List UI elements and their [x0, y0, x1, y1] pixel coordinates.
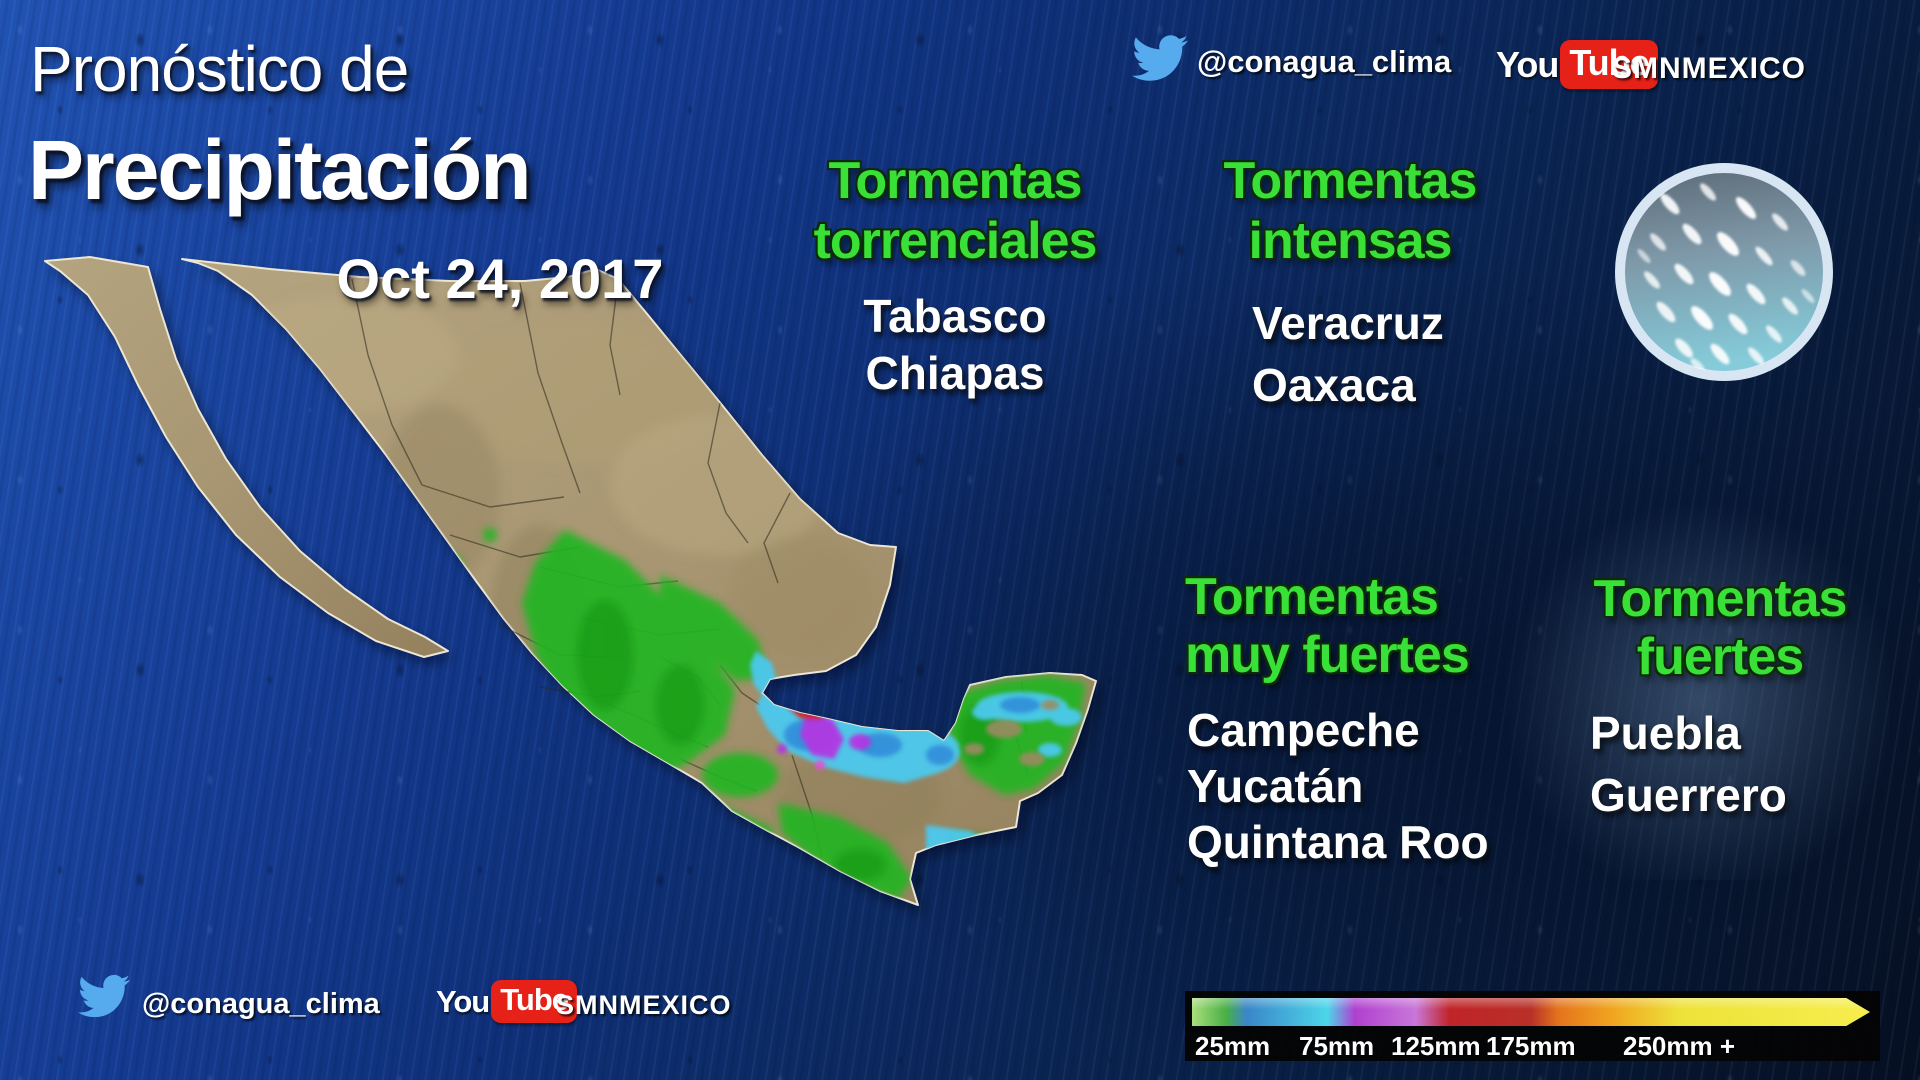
legend-color-bar: [1192, 998, 1870, 1026]
state-name: Puebla: [1590, 707, 1741, 759]
section-intensas-heading: Tormentas intensas: [1195, 151, 1505, 271]
twitter-handle-bottom: @conagua_clima: [142, 988, 380, 1020]
baja-california-landmass: [44, 256, 449, 658]
title-line1: Pronóstico de: [30, 33, 409, 105]
youtube-you-label: You: [1496, 43, 1559, 85]
heading-line: fuertes: [1636, 628, 1804, 686]
youtube-channel-bottom: SMNMEXICO: [556, 990, 732, 1020]
section-fuertes-heading: Tormentas fuertes: [1580, 570, 1860, 686]
youtube-tube-label: Tube: [491, 980, 577, 1023]
state-name: Quintana Roo: [1187, 816, 1489, 868]
twitter-bird-icon: [1132, 35, 1188, 81]
mexico-map: [44, 256, 1101, 912]
raindrops: [1637, 183, 1815, 372]
state-name: Campeche: [1187, 704, 1420, 756]
title-line2: Precipitación: [28, 123, 532, 217]
heading-line: Tormentas: [1593, 570, 1848, 628]
section-torrenciales-states: Tabasco Chiapas: [805, 288, 1105, 402]
youtube-channel-top: SMNMEXICO: [1612, 52, 1807, 85]
twitter-bird-icon: [78, 974, 130, 1018]
section-muy-fuertes-states: Campeche Yucatán Quintana Roo: [1187, 702, 1489, 870]
state-name: Tabasco: [863, 290, 1047, 342]
heading-line: torrenciales: [813, 212, 1098, 270]
heading-line: Tormentas: [1185, 568, 1439, 626]
legend-label: 125mm: [1391, 1031, 1481, 1061]
legend-label: 25mm: [1195, 1031, 1271, 1061]
youtube-logo-top: You Tube: [1496, 40, 1658, 89]
twitter-handle-top: @conagua_clima: [1197, 44, 1452, 79]
state-name: Veracruz: [1252, 297, 1444, 349]
state-name: Chiapas: [865, 347, 1045, 399]
precipitation-legend: 25mm 75mm 125mm 175mm 250mm +: [1185, 991, 1880, 1061]
section-fuertes-states: Puebla Guerrero: [1590, 702, 1787, 826]
section-torrenciales-heading: Tormentas torrenciales: [805, 151, 1105, 271]
state-name: Oaxaca: [1252, 359, 1416, 411]
section-muy-fuertes-heading: Tormentas muy fuertes: [1185, 568, 1470, 684]
heading-line: muy fuertes: [1185, 626, 1470, 684]
forecast-date: Oct 24, 2017: [336, 247, 664, 310]
state-name: Yucatán: [1187, 760, 1364, 812]
youtube-logo-bottom: You Tube: [436, 980, 577, 1023]
rain-circle-icon: [1615, 163, 1833, 381]
heading-line: intensas: [1248, 212, 1453, 270]
youtube-tube-label: Tube: [1560, 40, 1658, 89]
state-name: Guerrero: [1590, 769, 1787, 821]
heading-line: Tormentas: [1223, 152, 1478, 210]
section-intensas-states: Veracruz Oaxaca: [1252, 292, 1444, 416]
youtube-you-label: You: [436, 983, 490, 1019]
legend-label: 250mm +: [1623, 1031, 1736, 1061]
heading-line: Tormentas: [828, 152, 1083, 210]
legend-label: 175mm: [1486, 1031, 1576, 1061]
legend-label: 75mm: [1299, 1031, 1375, 1061]
